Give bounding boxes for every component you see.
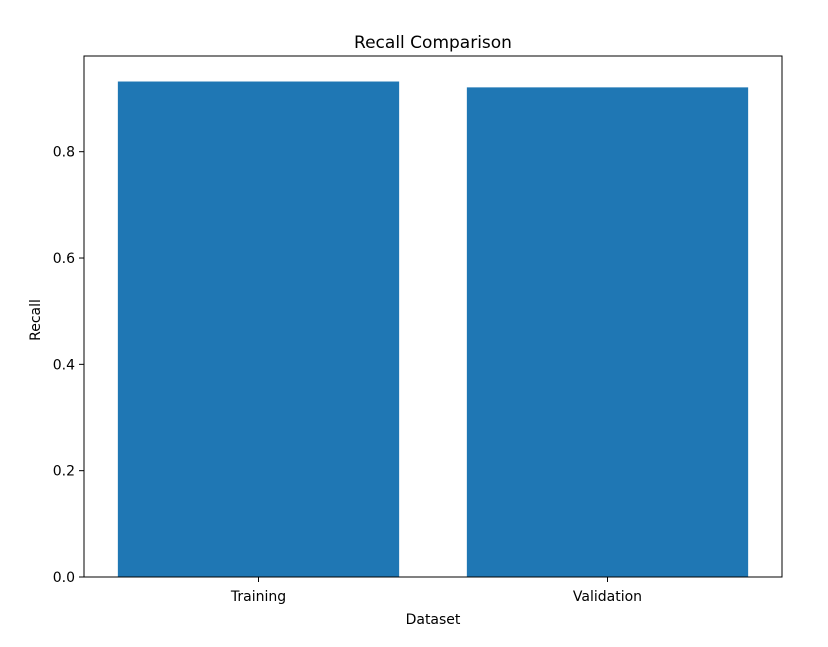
bar-training [117, 81, 400, 577]
y-tick-label: 0.0 [53, 570, 75, 586]
bar-validation [466, 87, 749, 577]
y-axis-label: Recall [28, 299, 44, 341]
plot-area: 0.0 0.2 0.4 0.6 0.8 Training Validation [53, 55, 783, 605]
x-axis-label: Dataset [406, 612, 461, 628]
y-tick-label: 0.8 [53, 145, 75, 161]
chart-title: Recall Comparison [354, 33, 512, 53]
x-axis: Training Validation [230, 577, 642, 605]
y-tick-label: 0.6 [53, 251, 75, 267]
x-tick-label: Validation [573, 589, 642, 605]
y-axis: 0.0 0.2 0.4 0.6 0.8 [53, 145, 84, 586]
y-tick-label: 0.4 [53, 357, 75, 373]
plot-frame [83, 55, 783, 578]
bars-group [117, 81, 749, 577]
y-tick-label: 0.2 [53, 464, 75, 480]
x-tick-label: Training [230, 589, 286, 605]
